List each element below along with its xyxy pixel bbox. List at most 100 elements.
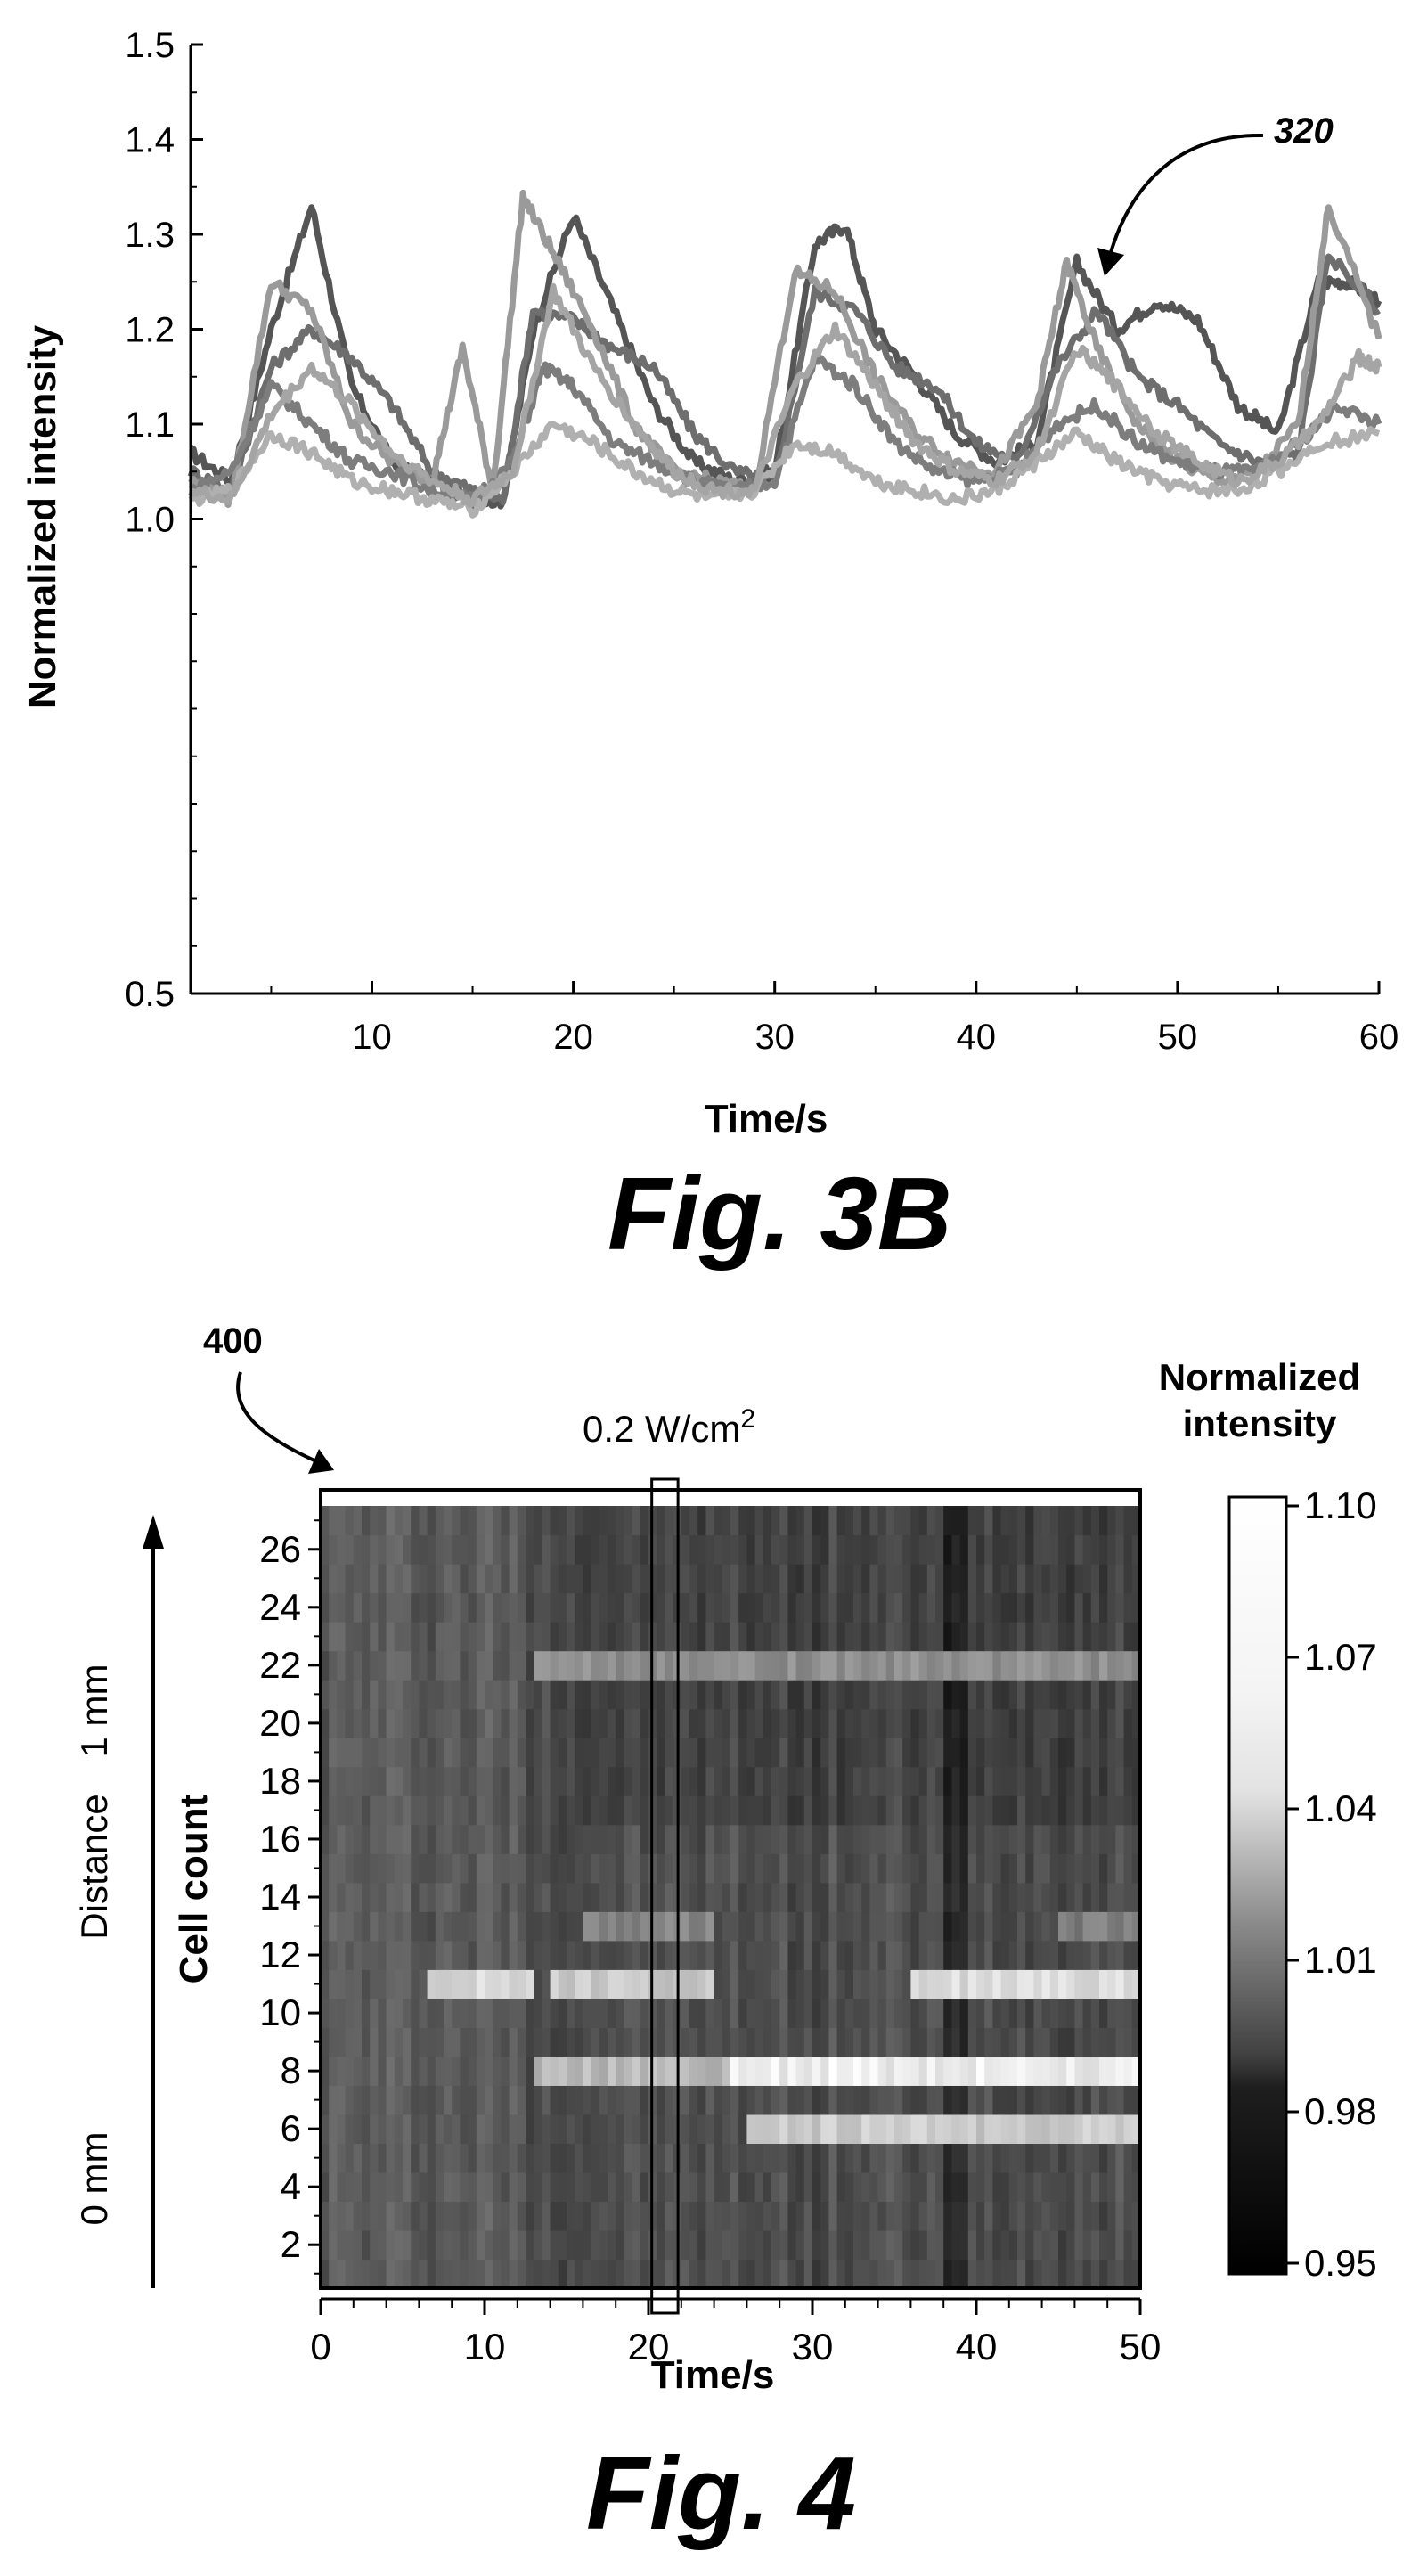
heatmap-cell — [738, 1911, 747, 1942]
heatmap-cell — [951, 1940, 961, 1970]
heatmap-cell — [640, 1592, 649, 1623]
heatmap-cell — [345, 1853, 355, 1884]
heatmap-cell — [779, 1592, 788, 1623]
heatmap-cell — [894, 1969, 903, 1999]
heatmap-cell — [820, 2114, 829, 2145]
heatmap-cell — [877, 1969, 887, 1999]
heatmap-cell — [1049, 2171, 1059, 2203]
heatmap-cell — [714, 1680, 723, 1710]
heatmap-cell — [345, 2143, 355, 2173]
heatmap-cell — [714, 1650, 723, 1681]
heatmap-cell — [1107, 1940, 1116, 1970]
heatmap-cell — [534, 1824, 542, 1854]
heatmap-cell — [460, 1969, 469, 1999]
heatmap-cell — [754, 1650, 764, 1681]
heatmap-cell — [567, 1998, 575, 2028]
heatmap-cell — [763, 2027, 772, 2057]
heatmap-cell — [1033, 1969, 1043, 1999]
heatmap-cell — [526, 2085, 534, 2115]
heatmap-cell — [976, 2229, 985, 2261]
heatmap-cell — [885, 2229, 895, 2261]
heatmap-cell — [869, 2201, 879, 2231]
heatmap-cell — [902, 1998, 911, 2028]
heatmap-cell — [493, 2143, 502, 2173]
heatmap-cell — [517, 1824, 526, 1854]
heatmap-cell — [730, 1738, 739, 1768]
heatmap-cell — [910, 1969, 920, 1999]
heatmap-cell — [869, 1824, 879, 1854]
heatmap-cell — [967, 1592, 977, 1623]
heatmap-cell — [517, 2027, 526, 2057]
heatmap-cell — [714, 1708, 723, 1738]
heatmap-cell — [337, 2027, 347, 2057]
heatmap-cell — [394, 1853, 404, 1884]
heatmap-cell — [599, 2027, 608, 2057]
heatmap-cell — [1082, 1795, 1092, 1826]
heatmap-cell — [403, 1911, 412, 1942]
heatmap-cell — [558, 1506, 567, 1536]
heatmap-cell — [1008, 1853, 1018, 1884]
heatmap-cell — [370, 2259, 379, 2289]
heatmap-cell — [877, 1853, 887, 1884]
heatmap-cell — [411, 1882, 420, 1912]
heatmap-cell — [517, 1795, 526, 1826]
heatmap-cell — [394, 1969, 404, 1999]
heatmap-cell — [394, 2201, 404, 2231]
heatmap-cell — [476, 1738, 485, 1768]
heatmap-cell — [812, 2085, 821, 2115]
heatmap-cell — [1041, 2229, 1051, 2261]
heatmap-cell — [1041, 2259, 1051, 2289]
heatmap-cell — [386, 1766, 396, 1796]
heatmap-cell — [665, 2085, 674, 2115]
heatmap-cell — [1000, 2171, 1010, 2203]
heatmap-cell — [976, 1824, 985, 1854]
heatmap-cell — [1115, 2229, 1125, 2261]
heatmap-cell — [583, 1766, 592, 1796]
heatmap-cell — [542, 1882, 551, 1912]
heatmap-cell — [542, 1534, 551, 1565]
heatmap-cell — [345, 2114, 355, 2145]
heatmap-cell — [697, 1940, 706, 1970]
heatmap-cell — [452, 2171, 461, 2203]
heatmap-cell — [468, 1824, 477, 1854]
heatmap-cell — [509, 2201, 518, 2231]
heatmap-cell — [599, 1506, 608, 1536]
heatmap-cell — [714, 2056, 723, 2086]
heatmap-cell — [427, 1622, 436, 1652]
heatmap-cell — [812, 2259, 821, 2289]
heatmap-cell — [444, 1795, 453, 1826]
heatmap-cell — [665, 1882, 674, 1912]
heatmap-cell — [844, 2027, 854, 2057]
heatmap-cell — [353, 1911, 363, 1942]
heatmap-cell — [918, 2229, 928, 2261]
heatmap-cell — [460, 2259, 469, 2289]
heatmap-cell — [869, 1592, 879, 1623]
heatmap-cell — [771, 1708, 780, 1738]
heatmap-cell — [362, 2229, 371, 2261]
heatmap-cell — [378, 2229, 387, 2261]
heatmap-cell — [509, 2143, 518, 2173]
heatmap-cell — [1090, 2143, 1100, 2173]
heatmap-cell — [452, 1824, 461, 1854]
heatmap-cell — [992, 1622, 1002, 1652]
fig3b-y-tick-label: 1.4 — [125, 121, 175, 160]
heatmap-cell — [861, 1998, 870, 2028]
heatmap-cell — [1025, 1940, 1034, 1970]
heatmap-cell — [738, 1708, 747, 1738]
heatmap-cell — [706, 1911, 715, 1942]
heatmap-cell — [918, 2027, 928, 2057]
heatmap-cell — [861, 2114, 870, 2145]
heatmap-cell — [378, 1708, 387, 1738]
heatmap-cell — [1000, 1998, 1010, 2028]
heatmap-cell — [526, 1969, 534, 1999]
heatmap-cell — [526, 1534, 534, 1565]
heatmap-cell — [976, 2259, 985, 2289]
heatmap-cell — [935, 1564, 944, 1594]
heatmap-cell — [861, 1708, 870, 1738]
heatmap-cell — [1008, 2229, 1018, 2261]
heatmap-cell — [951, 1911, 961, 1942]
heatmap-cell — [591, 1766, 600, 1796]
heatmap-cell — [779, 1853, 788, 1884]
heatmap-cell — [984, 1824, 993, 1854]
heatmap-cell — [984, 2056, 993, 2086]
